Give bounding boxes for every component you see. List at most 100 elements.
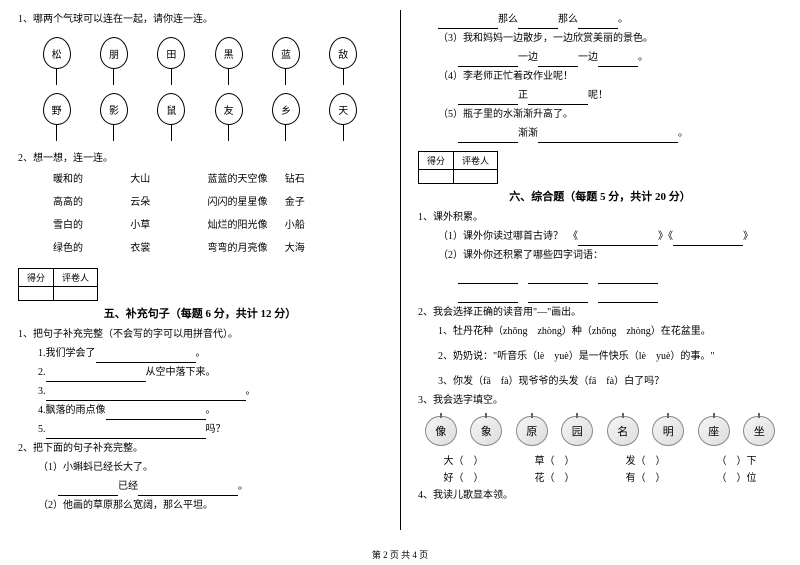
char-cell: 大（ ） [444,452,484,467]
score-box: 得分评卷人 [418,151,498,184]
balloon-char: 鼠 [157,93,185,125]
match-grid: 暖和的大山蓝蓝的天空像钻石高高的云朵闪闪的星星像金子雪白的小草灿烂的阳光像小船绿… [18,168,382,260]
apple: 名 [607,416,639,446]
apple: 园 [561,416,593,446]
r-q5: （5）瓶子里的水渐渐升高了。 [418,105,782,124]
char-cell: （ ）下 [717,452,757,467]
char-cell: 草（ ） [535,452,575,467]
match-cell: 小船 [285,216,362,235]
q6-1: 1、课外积累。 [418,208,782,227]
balloon-tail [56,69,57,85]
section-5-title: 五、补充句子（每题 6 分，共计 12 分） [18,305,382,321]
q6-3: 3、我会选字填空。 [418,391,782,410]
char-row-1: 大（ ）草（ ）发（ ）（ ）下 [418,452,782,467]
char-cell: 好（ ） [444,469,484,484]
blank [518,18,558,29]
blank [458,56,518,67]
apple: 像 [425,416,457,446]
char-cell: 有（ ） [626,469,666,484]
blank [458,132,518,143]
q1-title: 1、哪两个气球可以连在一起，请你连一连。 [18,10,382,29]
q5-2-1b: 已经。 [18,477,382,496]
grader-label: 评卷人 [54,269,98,287]
q5-1-2: 2.从空中落下来。 [18,363,382,382]
balloon-char: 天 [329,93,357,125]
blank [598,56,638,67]
match-cell: 蓝蓝的天空像 [208,170,285,189]
match-row: 暖和的大山蓝蓝的天空像钻石 [18,168,382,191]
balloon: 黑 [215,37,243,85]
balloon-tail [113,125,114,141]
blank [598,273,658,284]
balloon: 蓝 [272,37,300,85]
balloons-row-2: 野影鼠友乡天 [28,93,372,141]
blank [46,371,146,382]
blank [96,352,196,363]
blank [578,235,658,246]
balloon: 朋 [100,37,128,85]
q5-1-1: 1.我们学会了。 [18,344,382,363]
blank [458,292,518,303]
blank [438,18,498,29]
blank [538,132,678,143]
apple: 座 [698,416,730,446]
balloon: 田 [157,37,185,85]
match-cell: 绿色的 [53,239,130,258]
match-cell: 雪白的 [53,216,130,235]
blank [458,273,518,284]
match-cell: 金子 [285,193,362,212]
q6-2: 2、我会选择正确的读音用"—"画出。 [418,303,782,322]
balloon-tail [113,69,114,85]
match-cell: 小草 [130,216,207,235]
blank [598,292,658,303]
q6-1-2: （2）课外你还积累了哪些四字词语： [418,246,782,265]
balloon-char: 野 [43,93,71,125]
q2-title: 2、想一想，连一连。 [18,149,382,168]
r-q5b: 渐渐。 [418,124,782,143]
column-divider [400,10,401,530]
blank [528,292,588,303]
match-row: 雪白的小草灿烂的阳光像小船 [18,214,382,237]
q6-2-3: 3、你发（fā fà）现爷爷的头发（fā fà）白了吗？ [418,372,782,391]
score-label: 得分 [419,152,454,170]
balloon-char: 朋 [100,37,128,69]
match-cell: 灿烂的阳光像 [208,216,285,235]
match-cell: 云朵 [130,193,207,212]
r-line1: 那么那么。 [418,10,782,29]
q5-2-1: （1）小蝌蚪已经长大了。 [18,458,382,477]
r-q4: （4）李老师正忙着改作业呢！ [418,67,782,86]
balloon-char: 乡 [272,93,300,125]
balloons-row-1: 松朋田黑蓝敌 [28,37,372,85]
balloon-tail [285,125,286,141]
apple: 原 [516,416,548,446]
balloon-char: 敌 [329,37,357,69]
balloon-tail [228,69,229,85]
q5-2-2: （2）他画的草原那么宽阔，那么平坦。 [18,496,382,515]
balloon-char: 田 [157,37,185,69]
match-cell: 暖和的 [53,170,130,189]
blank [673,235,743,246]
q5-1-3: 3.。 [18,382,382,401]
q5-1-4: 4.飘落的雨点像。 [18,401,382,420]
score-box: 得分评卷人 [18,268,98,301]
balloon-tail [343,125,344,141]
match-cell: 大山 [130,170,207,189]
balloon-tail [343,69,344,85]
blank [58,485,118,496]
balloon: 敌 [329,37,357,85]
balloon-tail [228,125,229,141]
balloon-char: 黑 [215,37,243,69]
right-column: 那么那么。 （3）我和妈妈一边散步，一边欣赏美丽的景色。 一边一边。 （4）李老… [400,0,800,540]
q6-1-2-blanks [418,265,782,284]
blank [578,18,618,29]
char-cell: （ ）位 [717,469,757,484]
grader-label: 评卷人 [454,152,498,170]
left-column: 1、哪两个气球可以连在一起，请你连一连。 松朋田黑蓝敌 野影鼠友乡天 2、想一想… [0,0,400,540]
balloon-tail [171,69,172,85]
match-cell: 高高的 [53,193,130,212]
balloon-char: 蓝 [272,37,300,69]
apple: 坐 [743,416,775,446]
balloon: 野 [43,93,71,141]
r-q3b: 一边一边。 [418,48,782,67]
match-cell: 弯弯的月亮像 [208,239,285,258]
